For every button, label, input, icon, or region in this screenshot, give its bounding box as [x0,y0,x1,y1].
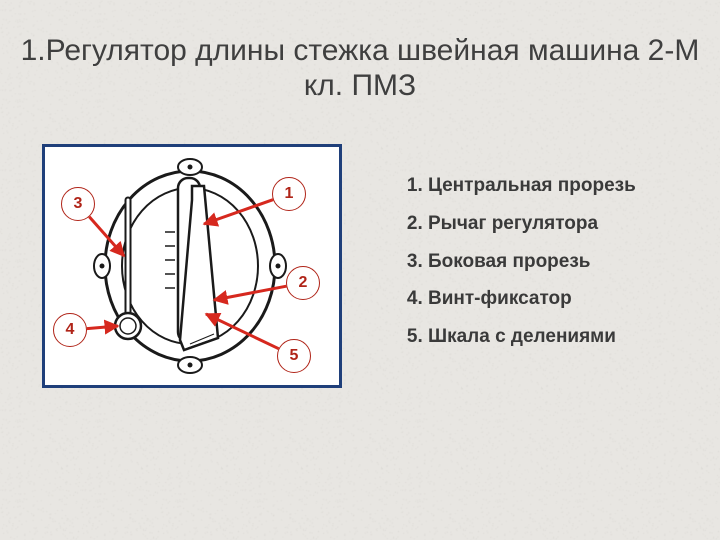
callout-circle-5: 5 [277,339,311,373]
callout-circle-2: 2 [286,266,320,300]
legend-item-2: Рычаг регулятора [428,212,700,236]
legend: Центральная прорезь Рычаг регулятора Боков… [400,174,700,363]
slide: 1.Регулятор длины стежка швейная машина … [0,0,720,540]
legend-item-3: Боковая прорезь [428,250,700,274]
legend-list: Центральная прорезь Рычаг регулятора Боков… [400,174,700,349]
legend-item-4: Винт-фиксатор [428,287,700,311]
callout-circle-4: 4 [53,313,87,347]
legend-item-5: Шкала с делениями [428,325,700,349]
callout-circle-1: 1 [272,177,306,211]
callout-circle-3: 3 [61,187,95,221]
legend-item-1: Центральная прорезь [428,174,700,198]
